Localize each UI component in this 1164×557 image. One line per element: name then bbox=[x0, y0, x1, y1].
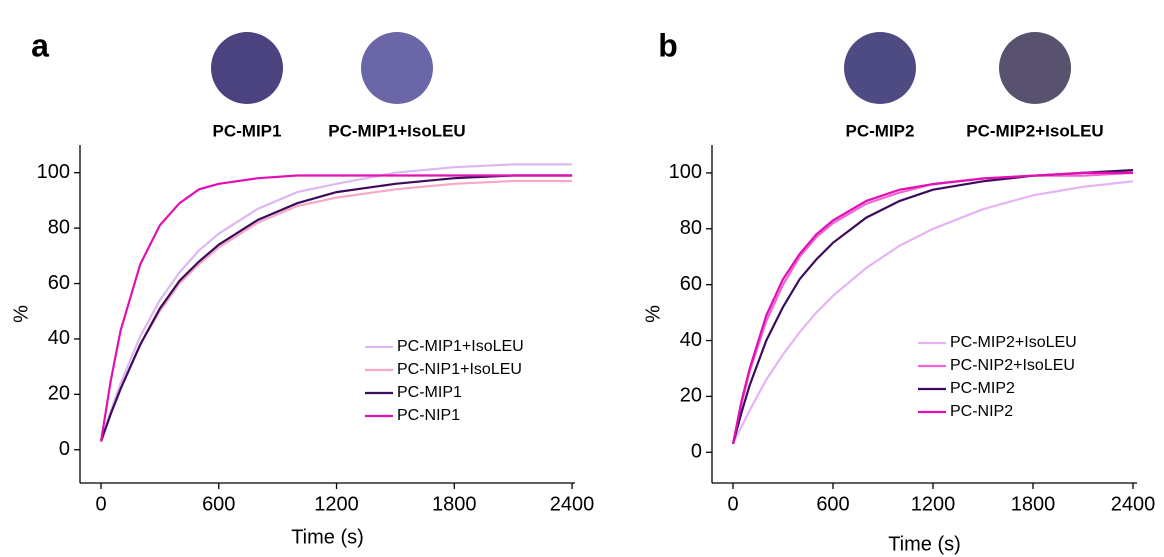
series-line bbox=[99, 174, 573, 442]
series-line bbox=[731, 169, 1134, 445]
series-line bbox=[99, 174, 573, 442]
panel-label: a bbox=[31, 27, 49, 63]
series-line bbox=[732, 180, 1134, 445]
y-axis-title: % bbox=[642, 305, 664, 323]
sample-image bbox=[999, 32, 1071, 104]
sample-image bbox=[361, 32, 433, 104]
x-tick-label: 2400 bbox=[1111, 493, 1156, 515]
legend-label: PC-NIP1+IsoLEU bbox=[397, 361, 522, 378]
y-tick-label: 20 bbox=[680, 385, 702, 407]
x-tick-label: 2400 bbox=[550, 493, 595, 515]
y-axis-title: % bbox=[10, 305, 32, 323]
images bbox=[211, 32, 1071, 104]
y-tick-label: 80 bbox=[48, 216, 70, 238]
sample-image bbox=[844, 32, 916, 104]
x-tick-label: 1200 bbox=[911, 493, 956, 515]
y-tick-label: 100 bbox=[669, 161, 702, 183]
x-tick-label: 0 bbox=[95, 493, 106, 515]
series-line bbox=[731, 171, 1134, 445]
legend-label: PC-NIP2 bbox=[950, 403, 1013, 420]
y-tick-label: 0 bbox=[59, 438, 70, 460]
y-tick-label: 0 bbox=[691, 441, 702, 463]
series-line bbox=[99, 163, 573, 442]
x-tick-label: 1200 bbox=[314, 493, 359, 515]
y-tick-label: 80 bbox=[680, 217, 702, 239]
x-tick-label: 600 bbox=[816, 493, 849, 515]
x-tick-label: 0 bbox=[727, 493, 738, 515]
image-caption: PC-MIP2 bbox=[846, 121, 915, 140]
image-caption: PC-MIP1+IsoLEU bbox=[328, 121, 465, 140]
x-axis-title: Time (s) bbox=[291, 526, 364, 548]
legend-label: PC-MIP2+IsoLEU bbox=[950, 334, 1077, 351]
x-axis-title: Time (s) bbox=[888, 533, 961, 555]
y-tick-label: 100 bbox=[37, 161, 70, 183]
sample-image bbox=[211, 32, 283, 104]
legend-label: PC-MIP1 bbox=[397, 384, 462, 401]
image-caption: PC-MIP2+IsoLEU bbox=[966, 121, 1103, 140]
legend-label: PC-NIP1 bbox=[397, 407, 460, 424]
x-tick-label: 1800 bbox=[432, 493, 477, 515]
y-tick-label: 20 bbox=[48, 383, 70, 405]
panel-label: b bbox=[658, 27, 678, 63]
x-tick-label: 600 bbox=[202, 493, 235, 515]
series-line bbox=[99, 179, 573, 442]
image-caption: PC-MIP1 bbox=[213, 121, 282, 140]
y-tick-label: 60 bbox=[48, 272, 70, 294]
y-tick-label: 60 bbox=[680, 273, 702, 295]
legend-label: PC-NIP2+IsoLEU bbox=[950, 357, 1075, 374]
x-tick-label: 1800 bbox=[1011, 493, 1056, 515]
y-tick-label: 40 bbox=[680, 329, 702, 351]
series-line bbox=[731, 171, 1133, 445]
legend-label: PC-MIP1+IsoLEU bbox=[397, 338, 524, 355]
y-tick-label: 40 bbox=[48, 327, 70, 349]
legend-label: PC-MIP2 bbox=[950, 380, 1015, 397]
